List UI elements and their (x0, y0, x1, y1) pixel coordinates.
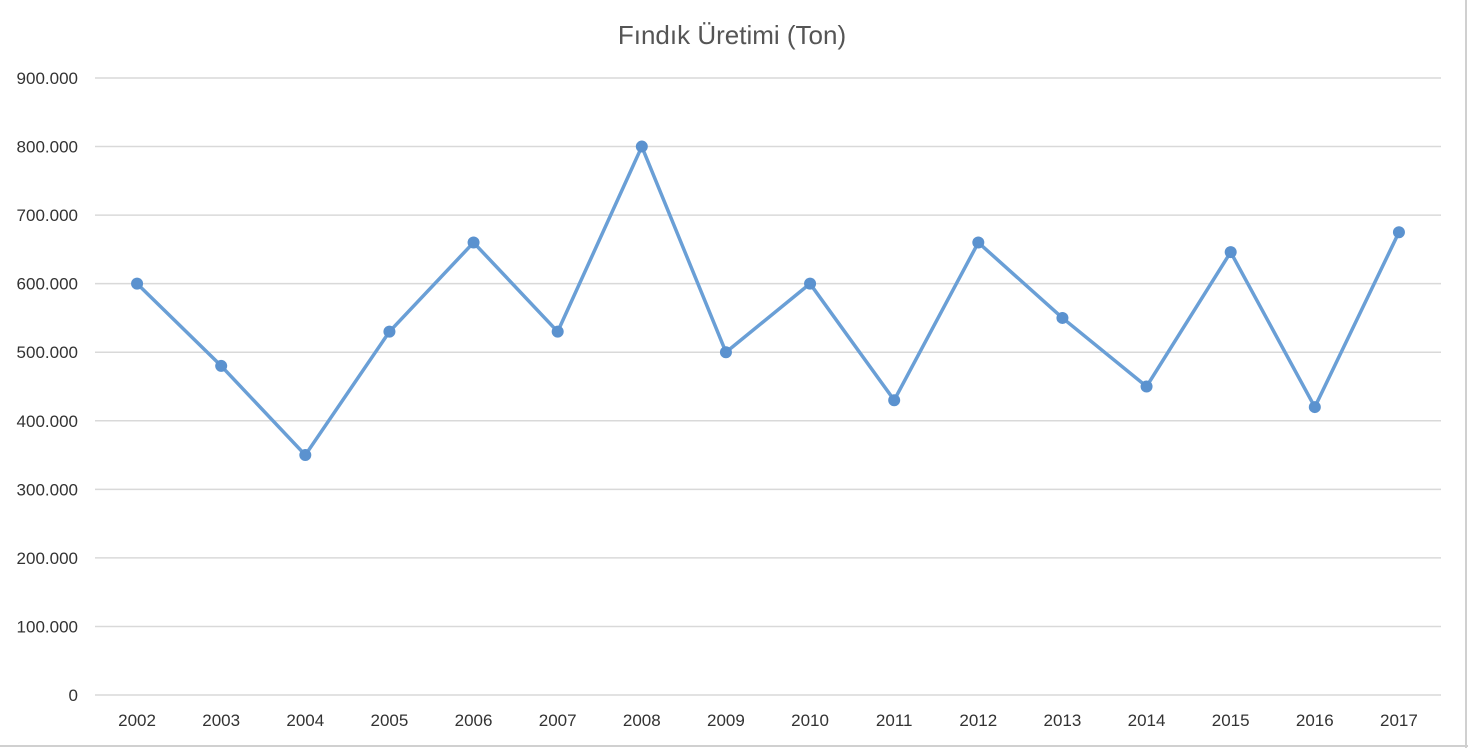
data-point (719, 346, 732, 359)
y-tick-label: 300.000 (17, 480, 78, 499)
data-point (215, 359, 228, 372)
x-tick-label: 2002 (118, 711, 156, 730)
x-axis-tick-labels: 2002 2003 2004 2005 2006 2007 2008 2009 2010 2011… (118, 711, 1418, 730)
x-tick-label: 2013 (1044, 711, 1082, 730)
x-tick-label: 2011 (876, 711, 913, 730)
y-tick-label: 600.000 (17, 275, 78, 294)
y-tick-label: 900.000 (17, 69, 78, 88)
x-tick-label: 2017 (1380, 711, 1418, 730)
data-point (383, 325, 396, 338)
gridlines (95, 77, 1441, 696)
y-tick-label: 500.000 (17, 343, 78, 362)
y-tick-label: 700.000 (17, 206, 78, 225)
data-point (635, 140, 648, 153)
data-point (1224, 246, 1237, 259)
data-point (1140, 380, 1153, 393)
data-point (131, 277, 144, 290)
x-tick-label: 2015 (1212, 711, 1250, 730)
data-point (467, 236, 480, 249)
x-tick-label: 2012 (959, 711, 997, 730)
data-point (299, 449, 312, 462)
series-line (135, 144, 1401, 457)
series-group (131, 140, 1405, 462)
x-tick-label: 2006 (455, 711, 493, 730)
data-point (1308, 401, 1321, 414)
x-tick-label: 2014 (1128, 711, 1166, 730)
x-tick-label: 2003 (202, 711, 240, 730)
data-point (804, 277, 817, 290)
y-tick-label: 400.000 (17, 412, 78, 431)
x-tick-label: 2007 (539, 711, 577, 730)
data-point (1392, 226, 1405, 239)
y-axis-tick-labels: 0 100.000 200.000 300.000 400.000 500.000 600.… (17, 69, 78, 705)
y-tick-label: 800.000 (17, 138, 78, 157)
data-point (888, 394, 901, 407)
data-point (551, 325, 564, 338)
x-tick-label: 2009 (707, 711, 745, 730)
chart-title: Fındık Üretimi (Ton) (618, 20, 846, 50)
data-point (1056, 311, 1069, 324)
x-tick-label: 2004 (286, 711, 324, 730)
data-point (972, 236, 985, 249)
y-tick-label: 200.000 (17, 549, 78, 568)
y-tick-label: 0 (69, 686, 78, 705)
x-tick-label: 2016 (1296, 711, 1334, 730)
x-tick-label: 2005 (371, 711, 409, 730)
x-tick-label: 2008 (623, 711, 661, 730)
y-tick-label: 100.000 (17, 617, 78, 636)
x-tick-label: 2010 (791, 711, 829, 730)
